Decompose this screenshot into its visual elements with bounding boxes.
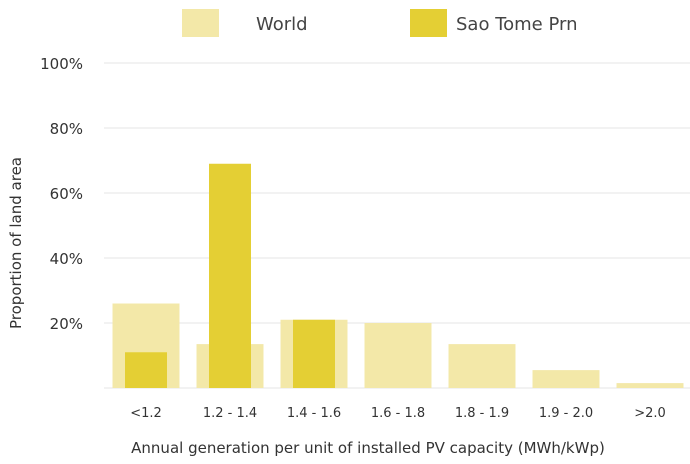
x-tick-label: >2.0 bbox=[634, 406, 666, 421]
bar-world bbox=[616, 383, 684, 388]
bar-world bbox=[448, 344, 516, 388]
x-tick-label: 1.9 - 2.0 bbox=[539, 406, 593, 421]
legend-swatch-sao-tome-prn bbox=[410, 9, 447, 37]
legend-label-world: World bbox=[256, 14, 308, 35]
x-tick-label: 1.2 - 1.4 bbox=[203, 406, 257, 421]
bar-sao-tome-prn bbox=[125, 352, 167, 388]
y-axis-tick-labels: 20% 40% 60% 80% 100% bbox=[40, 55, 83, 333]
y-tick-label: 80% bbox=[50, 120, 83, 138]
legend-swatch-world bbox=[182, 9, 219, 37]
bar-sao-tome-prn bbox=[293, 319, 335, 388]
x-tick-label: <1.2 bbox=[130, 406, 162, 421]
legend: World Sao Tome Prn bbox=[182, 9, 578, 37]
legend-label-sao-tome-prn: Sao Tome Prn bbox=[456, 14, 578, 35]
bars bbox=[112, 163, 684, 388]
bar-world bbox=[532, 370, 600, 388]
bar-sao-tome-prn bbox=[209, 163, 251, 388]
y-tick-label: 40% bbox=[50, 250, 83, 268]
y-tick-label: 20% bbox=[50, 315, 83, 333]
y-tick-label: 100% bbox=[40, 55, 83, 73]
y-tick-label: 60% bbox=[50, 185, 83, 203]
x-axis-title: Annual generation per unit of installed … bbox=[131, 439, 605, 457]
bar-world bbox=[364, 323, 432, 388]
x-tick-label: 1.8 - 1.9 bbox=[455, 406, 509, 421]
x-axis-tick-labels: <1.2 1.2 - 1.4 1.4 - 1.6 1.6 - 1.8 1.8 - 1.9… bbox=[130, 406, 666, 421]
y-axis-title: Proportion of land area bbox=[7, 157, 25, 329]
x-tick-label: 1.6 - 1.8 bbox=[371, 406, 425, 421]
x-tick-label: 1.4 - 1.6 bbox=[287, 406, 341, 421]
